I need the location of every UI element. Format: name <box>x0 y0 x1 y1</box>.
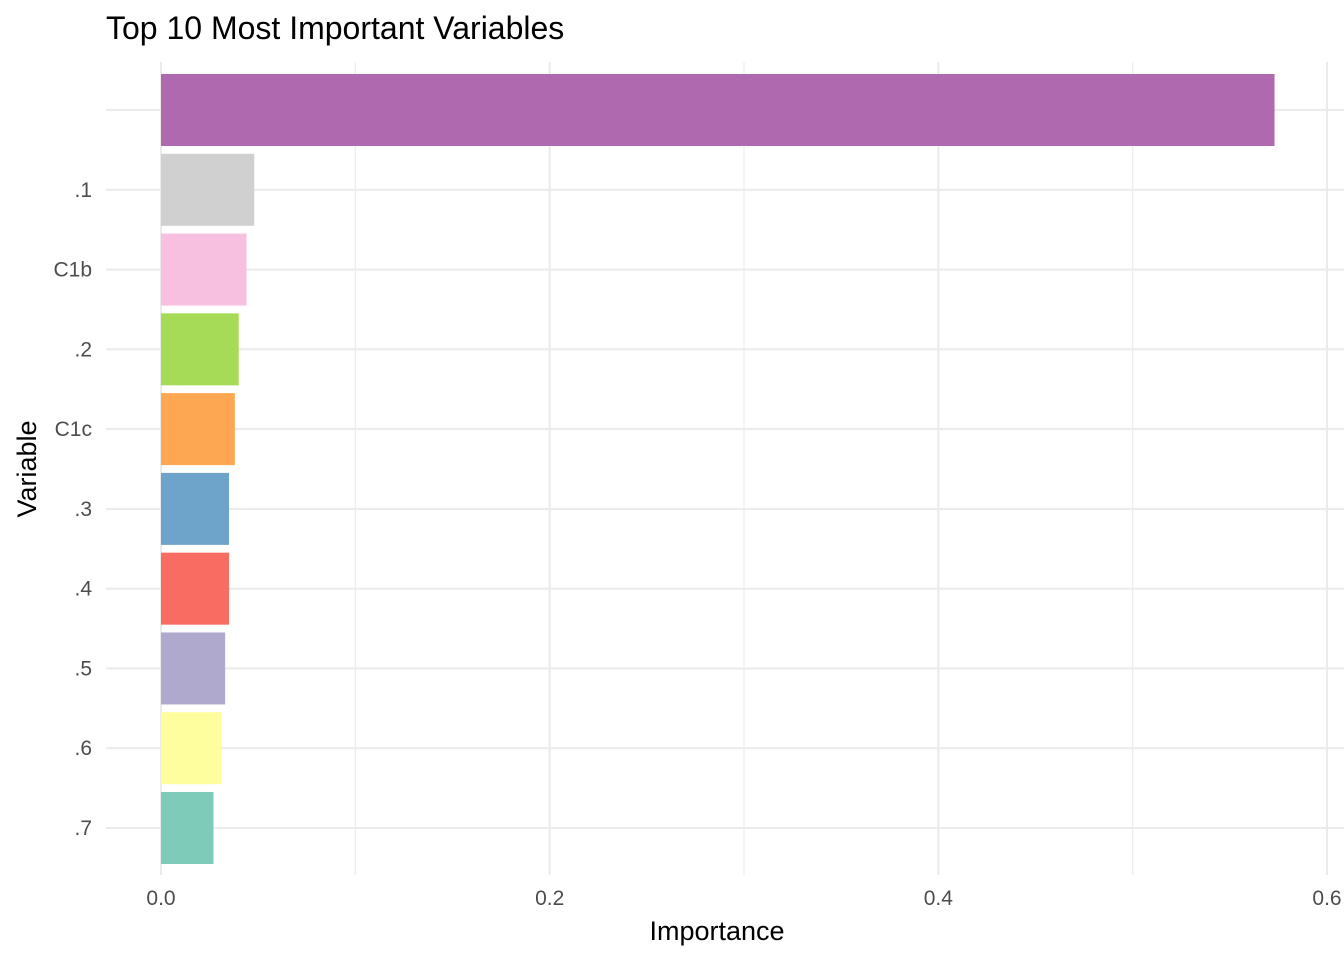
bar <box>161 393 235 466</box>
grid-layer <box>106 62 1344 875</box>
y-tick-label: .7 <box>74 817 92 840</box>
bar <box>161 552 230 625</box>
bar <box>161 233 247 306</box>
x-tick-label: 0.2 <box>535 887 564 910</box>
y-tick-label: C1c <box>55 418 92 441</box>
bar <box>161 313 239 386</box>
chart-title: Top 10 Most Important Variables <box>106 10 564 46</box>
y-tick-label: .3 <box>74 498 92 521</box>
y-tick-label: .1 <box>74 179 92 202</box>
x-tick-label: 0.0 <box>146 887 175 910</box>
bar <box>161 632 226 705</box>
x-tick-labels: 0.0 0.2 0.4 0.6 <box>146 887 1341 910</box>
bar <box>161 472 230 545</box>
x-tick-label: 0.6 <box>1312 887 1341 910</box>
bar <box>161 712 222 785</box>
bar <box>161 74 1275 146</box>
y-tick-label: .5 <box>74 657 92 680</box>
x-axis-title: Importance <box>649 916 784 946</box>
bar <box>161 153 255 226</box>
y-tick-label: C1b <box>53 259 92 282</box>
y-axis-title: Variable <box>12 420 42 517</box>
bar <box>161 792 214 864</box>
y-tick-label: .4 <box>74 578 92 601</box>
y-tick-label: .2 <box>74 338 92 361</box>
x-tick-label: 0.4 <box>924 887 954 910</box>
bar-layer <box>161 74 1275 864</box>
y-tick-label: .6 <box>74 737 92 760</box>
y-tick-labels: .1 C1b .2 C1c .3 .4 .5 .6 .7 <box>53 179 92 840</box>
